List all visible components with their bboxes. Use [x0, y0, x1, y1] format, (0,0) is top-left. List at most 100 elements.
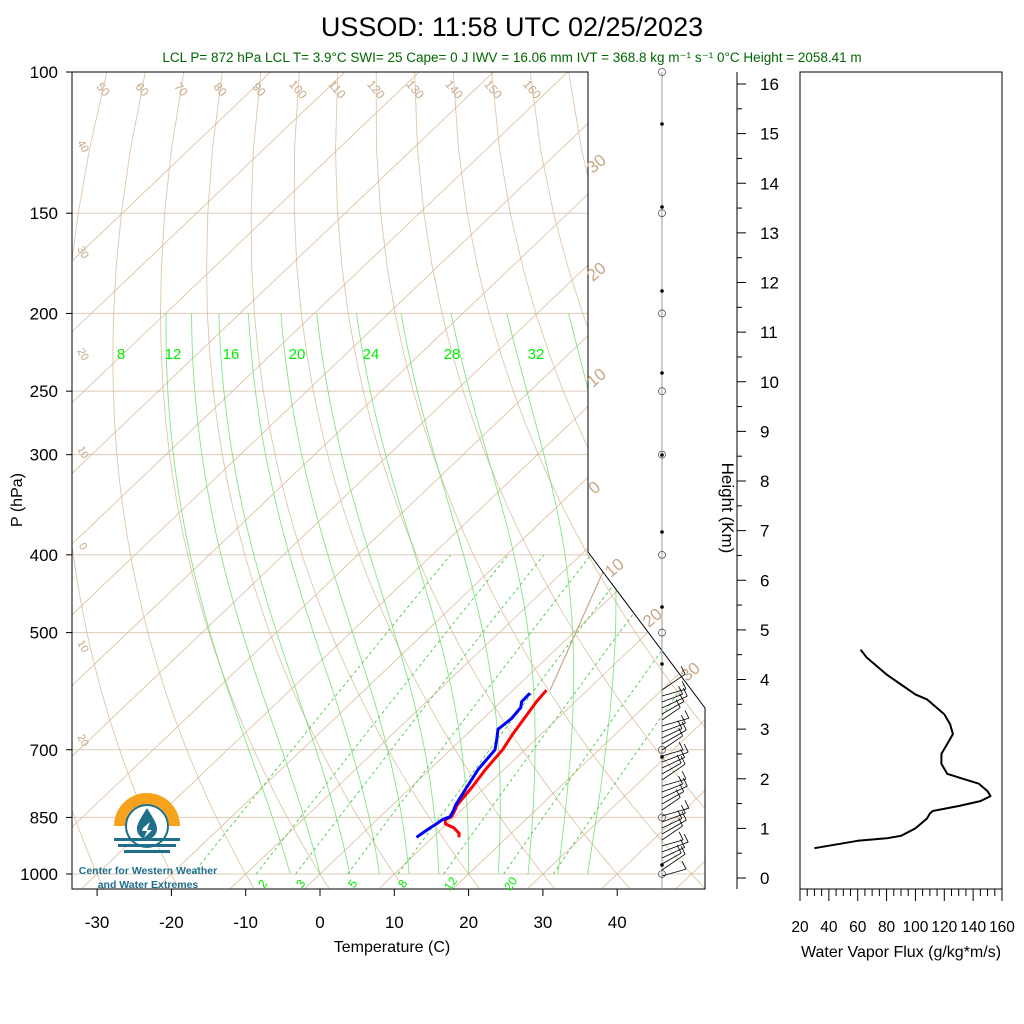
p-tick-label: 400: [30, 546, 58, 565]
dry-adiabat-30: [293, 72, 558, 889]
wind-barb: [661, 688, 687, 697]
wind-dot: [660, 453, 664, 457]
wind-barb-flag: [680, 846, 686, 855]
dry-adiabat-150: [761, 72, 1024, 891]
wind-barb: [661, 778, 687, 787]
calm-wind-circle: [658, 450, 666, 459]
calm-wind-circle: [658, 387, 666, 396]
dry-adiabat-label: 120: [364, 77, 388, 102]
moist-adiabat-label: 8: [117, 346, 125, 363]
height-tick-label: 3: [760, 720, 769, 739]
wind-barb-flag: [681, 680, 687, 690]
pressure-axis: 100 150 200 250 300 400 500 700 850 1000: [20, 63, 72, 884]
dry-adiabat-label: 130: [403, 77, 427, 102]
dry-adiabat-label: 70: [171, 80, 191, 99]
moist-adiabat-24: [400, 313, 501, 875]
left-isotherm-label: 0: [76, 541, 89, 552]
dry-adiabat-50: [375, 72, 705, 889]
wind-barb: [661, 852, 682, 865]
wind-barb: [661, 722, 686, 733]
moist-adiabat-0: [191, 313, 321, 875]
x-axis-label: Temperature (C): [334, 939, 450, 956]
left-isotherm-label: 40: [74, 138, 91, 155]
p-tick-label: 150: [30, 204, 58, 223]
right-isotherm-label: 30: [677, 658, 704, 685]
flux-tick-label: 80: [878, 919, 896, 936]
isotherm--100: [72, 72, 420, 889]
dry-adiabat-160: [800, 72, 1024, 891]
wind-barb-flag: [684, 710, 690, 719]
mixing-ratio-2: [255, 554, 509, 875]
height-tick-label: 16: [760, 75, 779, 94]
mixing-ratio-1: [192, 554, 451, 875]
wind-barb: [661, 807, 690, 817]
calm-wind-circle: [658, 309, 666, 318]
left-isotherm-label: 10: [74, 444, 91, 461]
x-tick-label: 0: [315, 913, 324, 932]
left-isotherm-label: 10: [74, 638, 91, 655]
height-tick-label: 8: [760, 472, 769, 491]
p-tick-label: 850: [30, 808, 58, 827]
wind-barb-flag: [682, 687, 688, 697]
sounding-stats: LCL P= 872 hPa LCL T= 3.9°C SWI= 25 Cape…: [162, 50, 861, 65]
calm-wind-circle: [658, 745, 666, 754]
moist-adiabat-labels: 8 12 16 20 24 28 32: [117, 346, 545, 363]
x-tick-label: 20: [459, 913, 478, 932]
wind-barb: [661, 762, 682, 775]
dry-adiabat-190: [915, 72, 1024, 891]
wind-barb-flag: [678, 686, 683, 695]
dry-adiabat-label: 50: [93, 80, 113, 99]
mixing-ratio-8: [397, 554, 637, 875]
dry-adiabat-20: [250, 72, 482, 889]
x-tick-label: -30: [85, 913, 110, 932]
height-tick-label: 4: [760, 671, 769, 690]
x-tick-label: -10: [233, 913, 258, 932]
calm-wind-circle: [658, 209, 666, 218]
skewt-frame: [71, 71, 706, 890]
dry-adiabat-label: 90: [249, 80, 269, 99]
mixing-ratio-label: 3: [293, 877, 308, 891]
height-tick-label: 9: [760, 422, 769, 441]
wind-barb: [661, 819, 687, 835]
height-tick-label: 15: [760, 125, 779, 144]
wind-barb: [661, 818, 683, 829]
dry-adiabat-label: 140: [442, 77, 466, 102]
x-tick-label: 40: [608, 913, 627, 932]
logo-text-line-1: Center for Western Weather: [79, 865, 217, 877]
x-tick-label: 10: [385, 913, 404, 932]
wind-barb: [661, 695, 688, 709]
moist-adiabat-32: [506, 313, 575, 875]
water-vapor-flux-panel: 20 40 60 80 100 120 140 160 Water Vapor Flux (g/…: [791, 71, 1015, 961]
right-isotherm-label: 10: [601, 554, 628, 581]
isotherm--110: [72, 72, 346, 889]
moist-adiabat-label: 16: [223, 346, 240, 363]
wind-barb-flag: [678, 741, 684, 751]
wind-barb: [661, 841, 689, 853]
wind-barb: [661, 757, 685, 769]
mixing-ratio-label: 2: [255, 877, 270, 891]
wind-barb-flag: [678, 817, 683, 827]
wind-barb-flag: [681, 715, 686, 724]
isotherm--120: [72, 72, 271, 889]
wind-barb-flag: [683, 743, 689, 753]
p-tick-label: 250: [30, 382, 58, 401]
logo-drop-icon: [137, 808, 157, 839]
logo-text-line-2: and Water Extremes: [98, 879, 199, 891]
dry-adiabat-110: [606, 72, 705, 889]
height-tick-label: 7: [760, 522, 769, 541]
wind-barb: [661, 853, 686, 871]
moist-adiabat-20: [356, 313, 470, 874]
series-dewpoint: [415, 692, 531, 839]
wind-barb-flag: [681, 805, 686, 814]
height-tick-label: 12: [760, 274, 779, 293]
dry-adiabat--20: [72, 72, 181, 889]
flux-frame: [799, 71, 1003, 890]
dry-adiabat-170: [838, 72, 1024, 891]
wind-barb: [661, 797, 681, 811]
height-tick-label: 13: [760, 224, 779, 243]
wind-barb-flag: [680, 756, 686, 765]
dry-adiabat-0: [160, 72, 331, 889]
wind-dot: [660, 863, 664, 867]
wind-barb: [661, 728, 683, 739]
